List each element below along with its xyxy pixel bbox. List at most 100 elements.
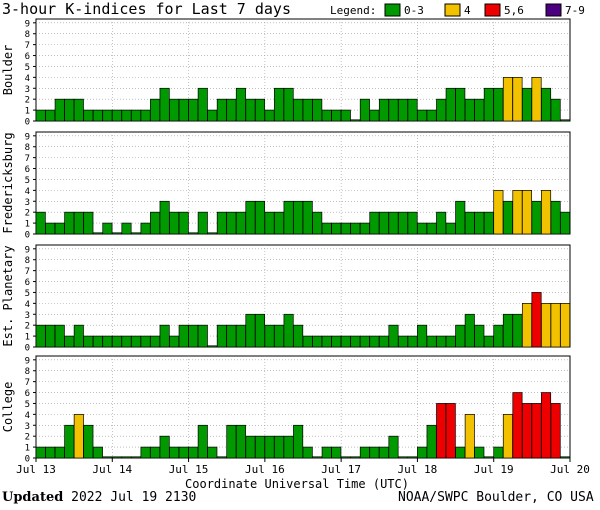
y-tick-label: 1 [25, 333, 30, 343]
legend-swatch-0-3 [384, 3, 401, 17]
k-bar [293, 324, 304, 348]
k-bar [245, 98, 256, 122]
k-bar [140, 109, 151, 122]
k-bar [445, 87, 456, 122]
k-bar [417, 324, 428, 348]
k-bar [398, 456, 409, 459]
k-bar [388, 435, 399, 459]
k-bar [150, 211, 161, 235]
k-bar [92, 232, 103, 235]
y-tick-label: 8 [25, 256, 30, 266]
k-bar [483, 456, 494, 459]
legend-item-7-9: 7-9 [545, 3, 585, 17]
k-bar [331, 446, 342, 459]
k-bar [436, 335, 447, 348]
k-bar [350, 335, 361, 348]
k-bar [493, 446, 504, 459]
k-bar [417, 222, 428, 235]
k-bar [312, 456, 323, 459]
k-bar [541, 190, 552, 235]
k-bar [474, 98, 485, 122]
k-bar [293, 200, 304, 235]
y-tick-label: 6 [25, 389, 30, 399]
k-bar [531, 403, 542, 459]
k-bar [388, 98, 399, 122]
k-bar [455, 446, 466, 459]
k-bar [293, 424, 304, 459]
y-tick-label: 0 [25, 455, 30, 465]
k-bar [254, 200, 266, 235]
k-bar [54, 446, 65, 459]
k-bar [474, 211, 485, 235]
k-bar [502, 200, 513, 235]
chart-title: 3-hour K-indices for Last 7 days [2, 0, 291, 18]
k-bar [102, 222, 113, 235]
k-bar [378, 98, 389, 122]
k-bar [464, 211, 475, 235]
k-bar [45, 446, 56, 459]
y-tick-label: 7 [25, 154, 30, 164]
k-bar [502, 77, 513, 122]
y-tick-label: 4 [25, 411, 30, 421]
updated-label: Updated [2, 490, 64, 505]
k-bar [302, 98, 313, 122]
k-bar [92, 335, 103, 348]
k-bar [64, 335, 75, 348]
k-bar [340, 109, 351, 122]
k-bar [541, 303, 552, 348]
k-bar [131, 456, 142, 459]
y-tick-label: 0 [25, 118, 30, 128]
k-bar [131, 109, 142, 122]
k-bar [455, 87, 466, 122]
k-bar [274, 324, 285, 348]
k-bar [417, 446, 428, 459]
k-bar [121, 109, 132, 122]
k-bar [207, 345, 218, 348]
k-bar [235, 424, 246, 459]
k-bar [254, 313, 266, 348]
k-bar [321, 335, 332, 348]
k-bar [64, 211, 75, 235]
k-bar [350, 456, 361, 459]
k-bar [531, 200, 542, 235]
k-bar [245, 313, 256, 348]
legend-label: Legend: [330, 4, 376, 17]
k-bar [302, 335, 313, 348]
k-bar [388, 324, 399, 348]
k-bar [73, 98, 84, 122]
k-bar [541, 392, 552, 459]
k-bar [45, 324, 56, 348]
y-tick-label: 4 [25, 74, 30, 84]
y-tick-label: 1 [25, 220, 30, 230]
k-bar [321, 109, 332, 122]
k-bar [45, 222, 56, 235]
k-bar [378, 446, 389, 459]
k-bar [274, 211, 285, 235]
k-bar [321, 446, 332, 459]
panel-label: Est. Planetary [1, 245, 15, 346]
k-bar [283, 313, 294, 348]
k-bar [197, 324, 208, 348]
y-tick-label: 9 [25, 356, 30, 366]
k-bar [436, 211, 447, 235]
k-bar [159, 435, 170, 459]
k-bar [398, 335, 409, 348]
y-tick-label: 3 [25, 311, 30, 321]
k-bar [378, 335, 389, 348]
k-bar [64, 424, 75, 459]
k-bar [340, 222, 351, 235]
k-bar [293, 98, 304, 122]
k-bar [140, 335, 151, 348]
k-bar [197, 211, 208, 235]
y-tick-label: 5 [25, 63, 30, 73]
k-bar [207, 109, 218, 122]
k-bar [150, 98, 161, 122]
y-tick-label: 8 [25, 143, 30, 153]
k-bar [111, 232, 122, 235]
k-bar [312, 335, 323, 348]
k-bar [264, 435, 275, 459]
k-bar [197, 87, 208, 122]
